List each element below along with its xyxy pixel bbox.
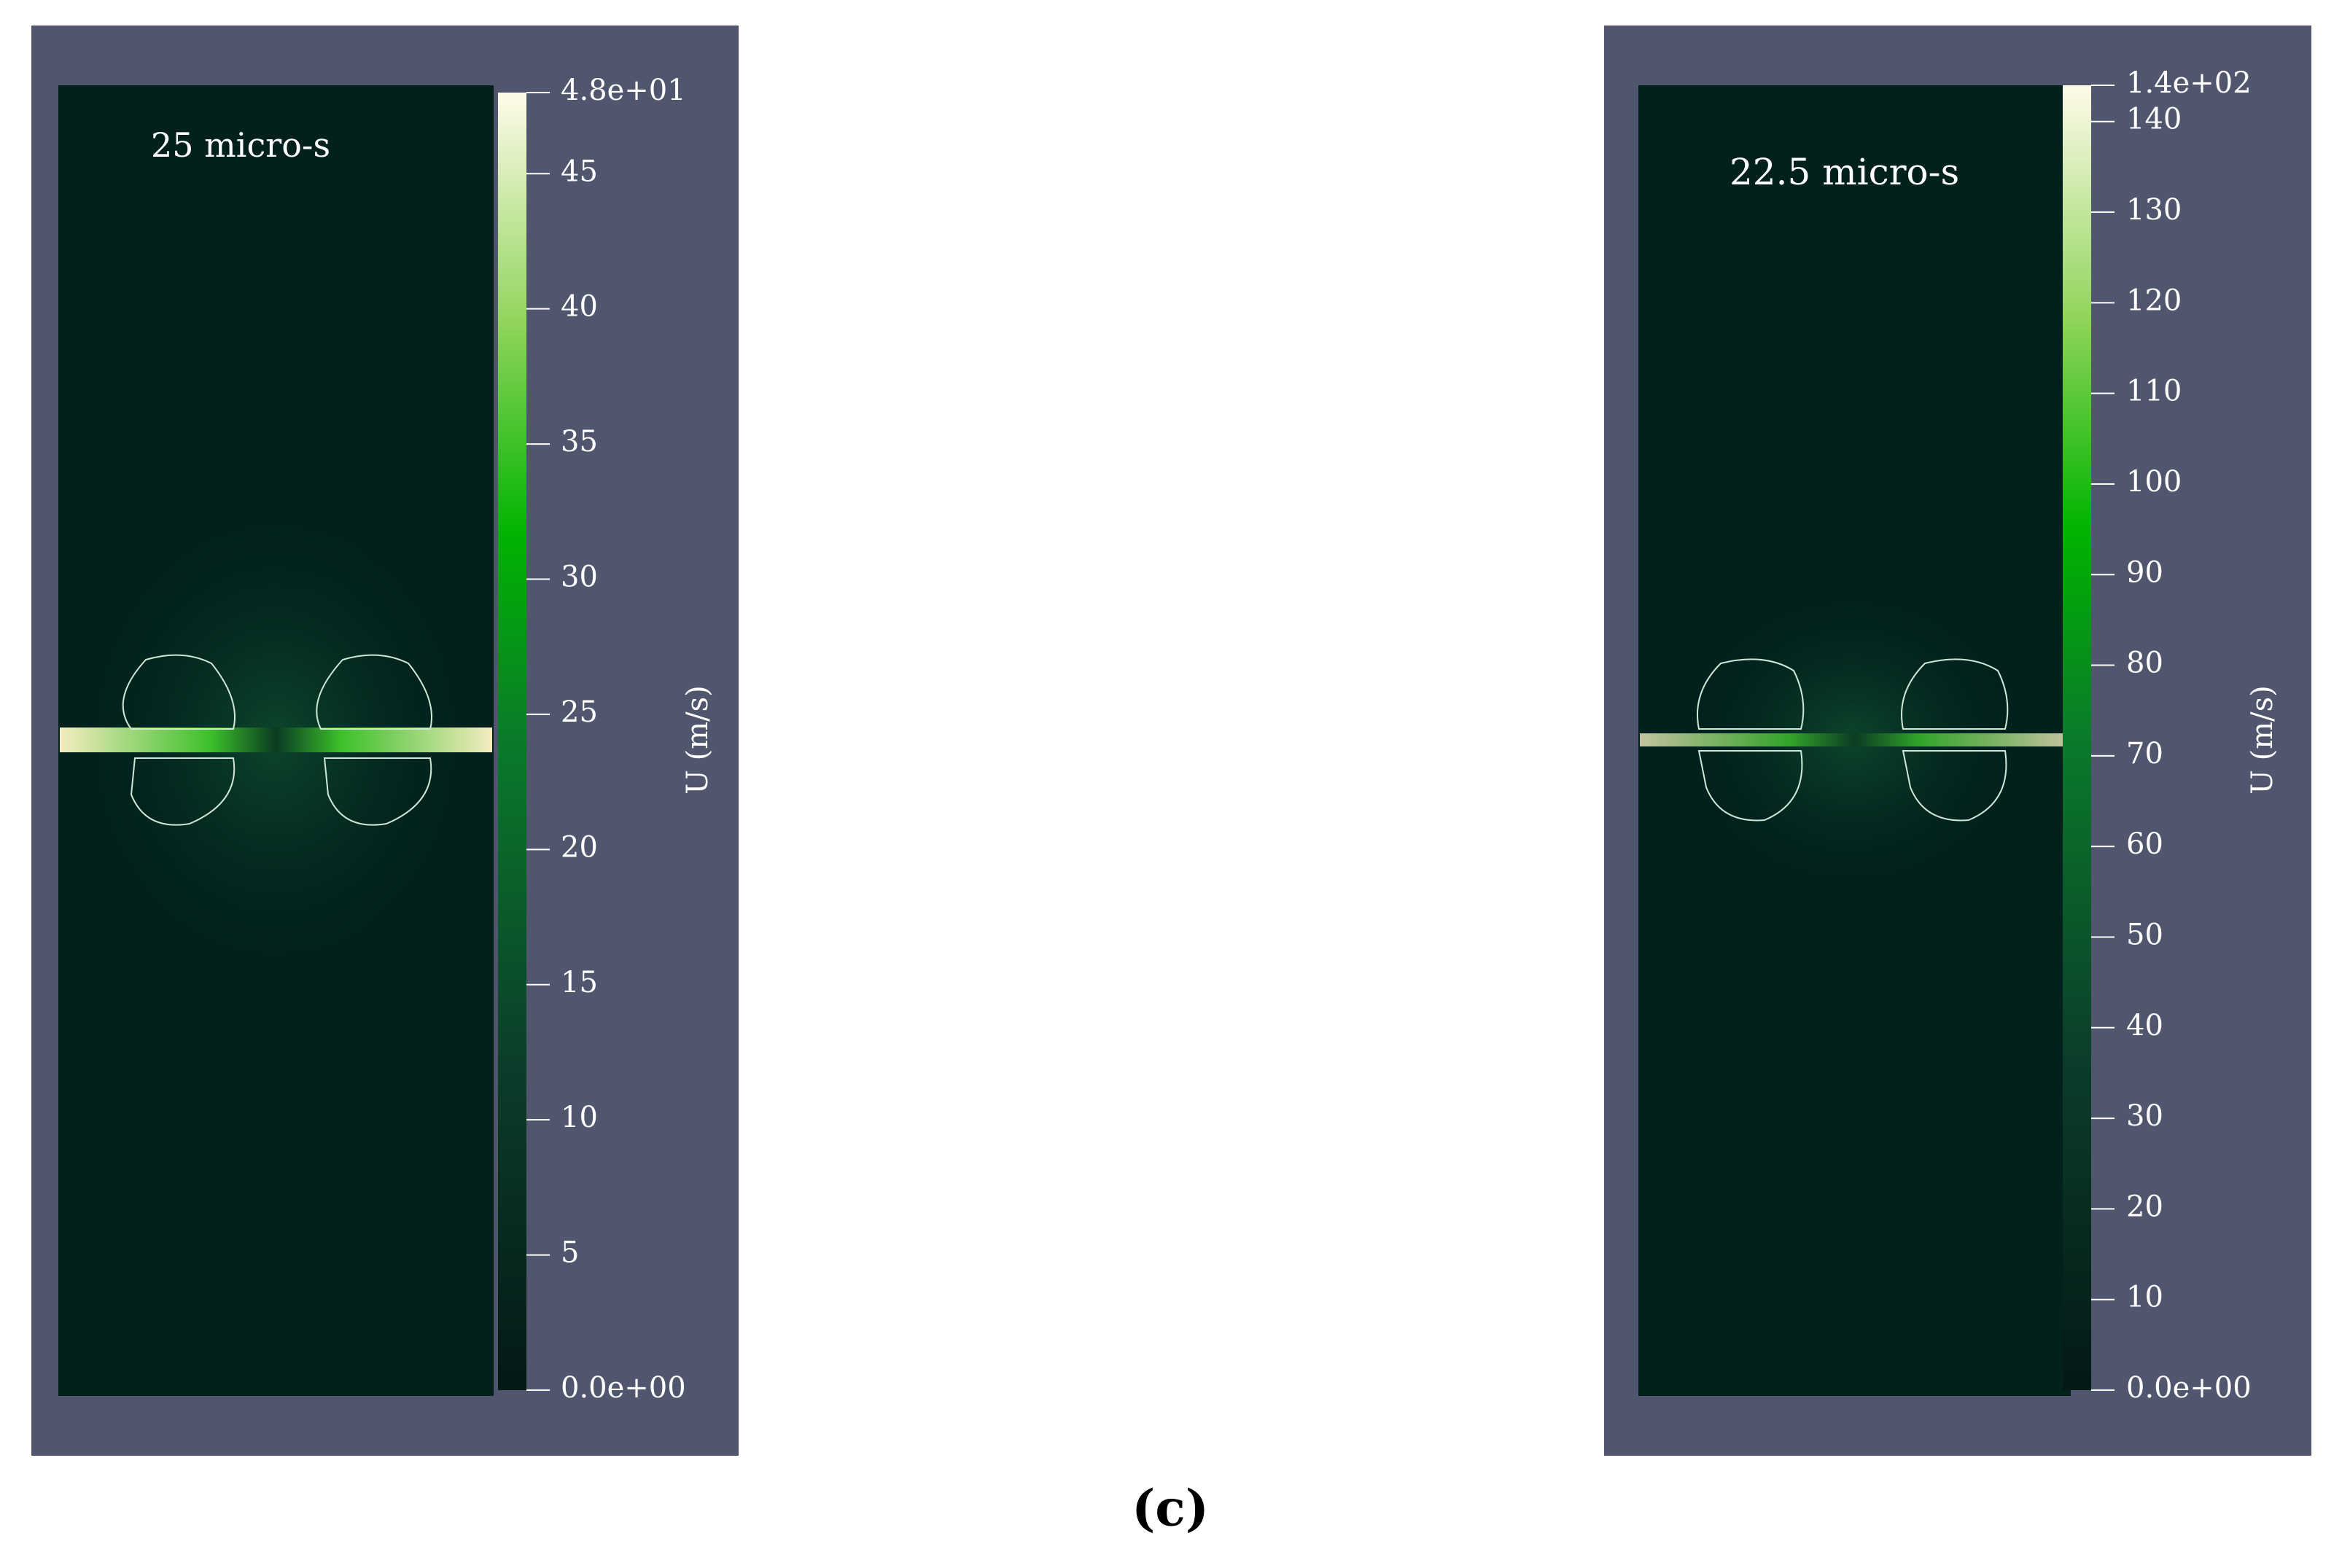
colorbar <box>498 93 526 1390</box>
colorbar-tick-label: 10 <box>2126 1281 2163 1314</box>
jet <box>1640 733 2069 746</box>
colorbar-tick-label: 50 <box>2126 918 2163 951</box>
colorbar-tick-label: 1.4e+02 <box>2126 66 2252 100</box>
time-label: 22.5 micro-s <box>1730 151 1959 193</box>
colorbar-tick-label: 10 <box>561 1101 598 1134</box>
colorbar-tick-label: 70 <box>2126 737 2163 771</box>
colorbar-label: U (m/s) <box>2246 685 2279 795</box>
colorbar-tick-label: 20 <box>561 830 598 864</box>
colorbar-tick-label: 80 <box>2126 647 2163 680</box>
colorbar-tick-label: 35 <box>561 425 598 459</box>
colorbar-tick-label: 0.0e+00 <box>561 1371 686 1405</box>
colorbar-tick-label: 0.0e+00 <box>2126 1371 2252 1405</box>
colorbar-tick-label: 120 <box>2126 284 2182 317</box>
colorbar-tick-label: 5 <box>561 1236 579 1270</box>
caption: (c) <box>1132 1480 1209 1538</box>
colorbar-label: U (m/s) <box>681 685 715 795</box>
colorbar-tick-label: 4.8e+01 <box>561 74 686 107</box>
colorbar-tick-label: 20 <box>2126 1190 2163 1223</box>
jet <box>60 728 492 752</box>
colorbar-tick-label: 140 <box>2126 103 2182 136</box>
colorbar-tick-label: 45 <box>561 155 598 188</box>
bubble-outlines <box>122 654 432 826</box>
colorbar-tick-label: 110 <box>2126 375 2182 408</box>
bubble-outlines <box>1697 658 2009 822</box>
colorbar-tick-label: 25 <box>561 695 598 729</box>
colorbar-tick-label: 90 <box>2126 555 2163 589</box>
colorbar-tick-label: 130 <box>2126 193 2182 227</box>
colorbar-tick-label: 30 <box>2126 1099 2163 1133</box>
colorbar <box>2063 85 2091 1390</box>
time-label: 25 micro-s <box>151 125 330 165</box>
colorbar-tick-label: 30 <box>561 561 598 594</box>
colorbar-tick-label: 40 <box>561 290 598 324</box>
colorbar-tick-label: 60 <box>2126 827 2163 861</box>
colorbar-tick-label: 100 <box>2126 465 2182 499</box>
colorbar-tick-label: 40 <box>2126 1009 2163 1042</box>
colorbar-tick-label: 15 <box>561 966 598 999</box>
